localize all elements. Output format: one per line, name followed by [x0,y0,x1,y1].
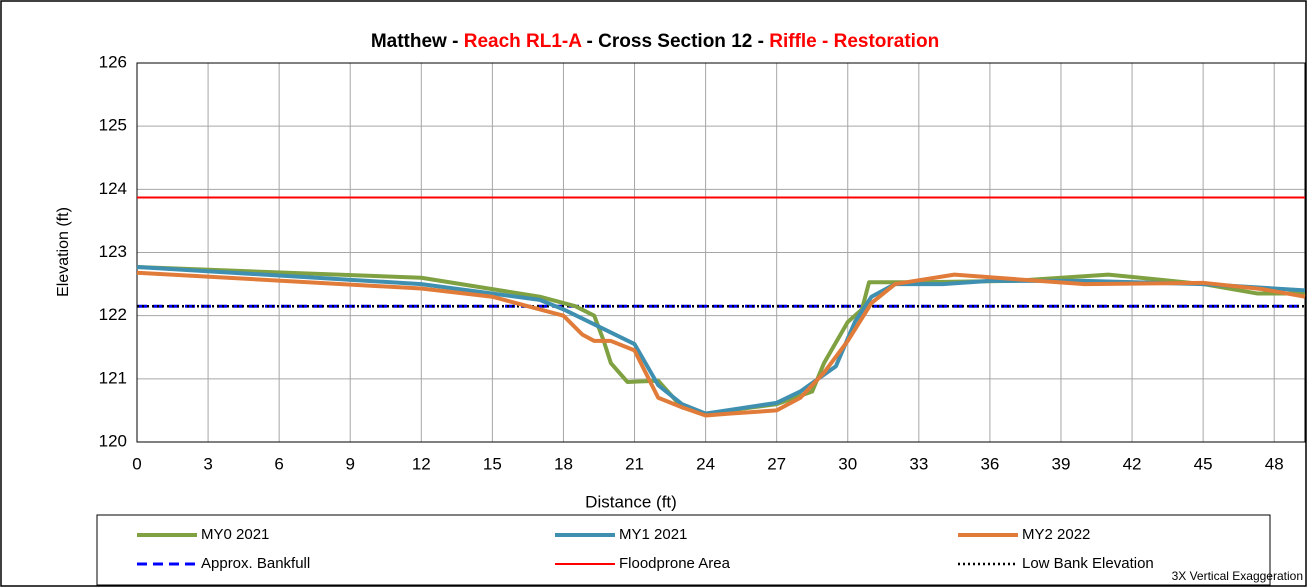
x-tick-label: 3 [203,454,212,473]
y-axis-label: Elevation (ft) [55,207,72,297]
title-part: Reach RL1-A [464,31,583,52]
x-tick-label: 30 [838,454,857,473]
legend-label: MY2 2022 [1022,526,1090,543]
series-line [136,270,1306,418]
title-part: Matthew - [371,31,464,52]
legend-label: MY0 2021 [201,526,269,543]
title-part: - Cross Section 12 - [581,31,769,52]
series-line [136,265,1306,416]
x-tick-label: 42 [1123,454,1142,473]
x-tick-label: 0 [132,454,141,473]
legend-label: Floodprone Area [619,555,731,572]
legend-label: Approx. Bankfull [201,555,310,572]
chart-title: Matthew - Reach RL1-A - Cross Section 12… [371,31,939,52]
x-tick-label: 33 [909,454,928,473]
legend-box [96,514,1271,586]
x-tick-label: 15 [483,454,502,473]
x-tick-label: 21 [625,454,644,473]
y-tick-label: 123 [99,242,127,261]
legend-label: MY1 2021 [619,526,687,543]
x-axis-label: Distance (ft) [585,492,677,511]
plot-border [136,62,1306,443]
x-tick-label: 18 [554,454,573,473]
x-tick-label: 39 [1052,454,1071,473]
x-tick-label: 9 [345,454,354,473]
y-tick-label: 124 [99,179,127,198]
legend-label: Low Bank Elevation [1022,555,1154,572]
y-tick-label: 120 [99,431,127,450]
y-tick-label: 126 [99,52,127,71]
x-tick-label: 12 [412,454,431,473]
title-part: Riffle - Restoration [769,31,939,52]
x-tick-label: 48 [1265,454,1284,473]
annotation: 3X Vertical Exaggeration [1172,569,1303,583]
x-tick-label: 45 [1194,454,1213,473]
x-tick-label: 36 [980,454,999,473]
y-tick-label: 122 [99,305,127,324]
x-tick-label: 27 [767,454,786,473]
x-tick-label: 6 [274,454,283,473]
x-tick-label: 24 [696,454,715,473]
y-tick-label: 125 [99,116,127,135]
y-tick-label: 121 [99,368,127,387]
